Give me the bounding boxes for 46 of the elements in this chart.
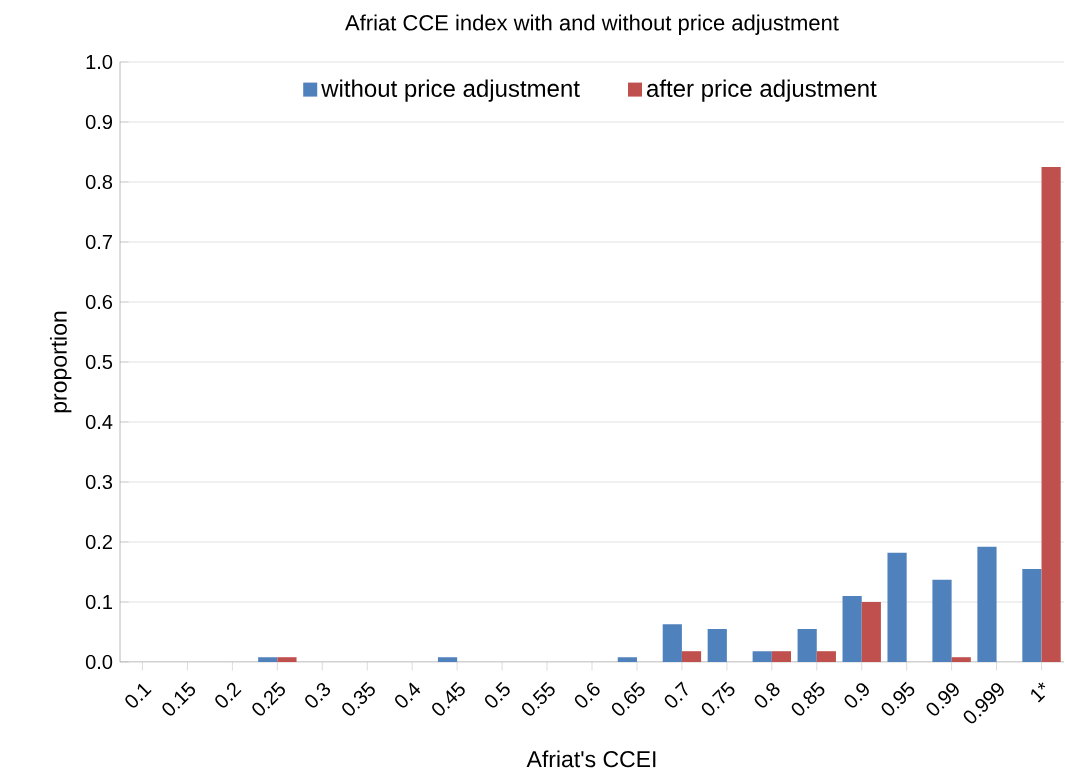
y-tick-label: 0.0 <box>85 654 113 670</box>
bar <box>771 651 792 662</box>
bar <box>681 651 702 662</box>
x-tick-label: 0.5 <box>484 681 510 708</box>
x-tick-label: 0.2 <box>215 682 242 708</box>
y-tick-label: 0.9 <box>85 114 113 130</box>
y-tick-label: 0.7 <box>85 234 112 250</box>
x-tick-label: 0.9 <box>844 683 869 708</box>
bar <box>1041 167 1061 662</box>
x-tick-label: 0.3 <box>305 682 331 708</box>
y-tick-label: 0.4 <box>85 414 113 430</box>
bar <box>437 657 458 662</box>
chart-title: Afriat CCE index with and without price adjustment <box>345 14 839 35</box>
bar <box>707 629 727 662</box>
bar <box>842 596 862 662</box>
bar <box>277 657 297 662</box>
y-tick-label: 0.5 <box>85 354 113 370</box>
bar <box>752 651 772 662</box>
x-tick-label: 0.4 <box>395 682 421 708</box>
x-tick-label: 0.6 <box>574 682 600 708</box>
y-tick-label: 0.1 <box>85 594 112 610</box>
bar <box>977 546 997 662</box>
bar <box>258 657 278 662</box>
y-tick-label: 0.6 <box>85 294 113 310</box>
y-tick-label: 0.2 <box>85 534 112 550</box>
bar <box>816 651 836 662</box>
bar <box>662 624 682 662</box>
bar <box>932 579 952 662</box>
x-tick-label: 0.99 <box>926 683 959 716</box>
x-axis-title: Afriat's CCEI <box>526 750 656 768</box>
x-tick-label: 0.1 <box>125 683 152 708</box>
bar <box>617 657 637 662</box>
x-tick-label: 0.7 <box>664 681 688 708</box>
bar <box>1022 569 1042 662</box>
y-tick-label: 0.3 <box>85 474 113 490</box>
x-tick-label: 0.8 <box>754 682 780 708</box>
y-tick-label: 0.8 <box>85 174 113 190</box>
bar <box>861 602 881 662</box>
bar <box>887 552 907 662</box>
y-axis-title: proportion <box>49 311 72 413</box>
bar <box>951 657 971 662</box>
y-tick-label: 1.0 <box>86 54 113 70</box>
legend-label: without price adjustment <box>321 79 580 102</box>
bar <box>797 629 817 662</box>
legend-label: after price adjustment <box>647 79 877 102</box>
x-tick-label: 1* <box>1031 682 1046 703</box>
